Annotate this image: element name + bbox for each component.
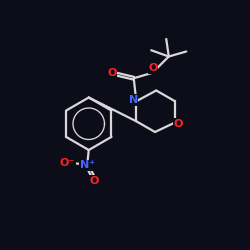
Text: O⁻: O⁻ <box>60 158 75 168</box>
Text: O: O <box>107 68 117 78</box>
Text: N: N <box>128 95 138 105</box>
Text: O: O <box>148 63 158 73</box>
Text: N⁺: N⁺ <box>80 160 95 170</box>
Text: O: O <box>89 176 99 186</box>
Text: O: O <box>173 119 183 129</box>
